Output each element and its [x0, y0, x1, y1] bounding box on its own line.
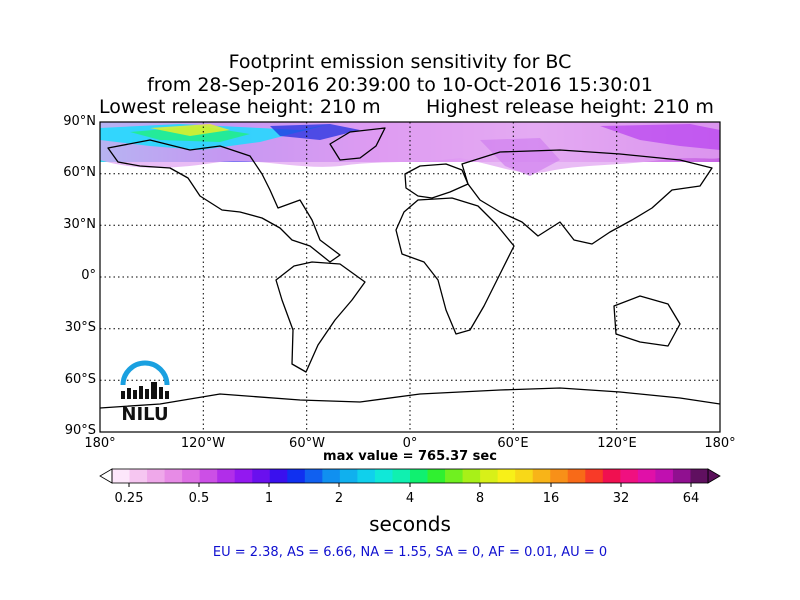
plume-east-purple	[600, 124, 720, 150]
colorbar-tick-6: 16	[542, 491, 560, 506]
map-background	[100, 122, 720, 432]
colorbar-tick-8: 64	[682, 491, 700, 506]
map-frame	[99, 121, 721, 433]
colorbar-swatch	[269, 469, 288, 483]
colorbar-swatch	[199, 469, 218, 483]
colorbar-swatch	[602, 469, 621, 483]
nilu-logo: NILU	[120, 360, 170, 424]
colorbar-swatch	[217, 469, 236, 483]
lat-label-30s: 30°S	[64, 320, 96, 335]
coastlines	[100, 127, 720, 409]
colorbar-swatch	[445, 469, 463, 483]
lat-label-90n: 90°N	[63, 114, 96, 129]
colorbar-swatch	[374, 469, 393, 483]
lon-label-60w: 60°W	[289, 436, 325, 451]
colorbar-swatch	[339, 469, 358, 483]
colorbar-swatch	[129, 469, 148, 483]
colorbar-max-extension	[707, 468, 721, 484]
lon-label-180w: 180°	[84, 436, 116, 451]
colorbar	[99, 468, 721, 487]
antarctica-outline	[100, 387, 720, 409]
colorbar-ticks	[128, 483, 692, 487]
australia-outline	[613, 295, 681, 347]
emission-sensitivity-plume	[100, 122, 720, 176]
colorbar-swatch	[427, 469, 446, 483]
logo-text: NILU	[121, 404, 168, 424]
colorbar-tick-5: 8	[475, 491, 485, 506]
lon-label-120w: 120°W	[180, 436, 226, 451]
plume-blue-core	[270, 124, 360, 140]
colorbar-swatch	[322, 469, 341, 483]
plot-title-line-1: Footprint emission sensitivity for BC	[228, 51, 572, 73]
plume-siberia-tongue	[480, 138, 560, 176]
colorbar-tick-4: 4	[405, 491, 415, 506]
africa-outline	[395, 197, 515, 335]
colorbar-swatch	[550, 469, 569, 483]
lat-label-equator: 0°	[81, 268, 96, 283]
colorbar-swatch	[410, 469, 428, 483]
europe-outline	[404, 163, 469, 199]
colorbar-swatch	[252, 469, 271, 483]
colorbar-swatch	[112, 469, 130, 483]
colorbar-swatch	[287, 469, 306, 483]
colorbar-swatch	[234, 469, 253, 483]
lowest-release-height: Lowest release height: 210 m	[99, 96, 381, 118]
lat-label-60s: 60°S	[64, 372, 96, 387]
logo-arc	[120, 360, 170, 386]
colorbar-swatch	[637, 469, 656, 483]
highest-release-height: Highest release height: 210 m	[426, 96, 714, 118]
colorbar-swatch	[532, 469, 551, 483]
north-america-outline	[107, 139, 341, 263]
colorbar-unit-label: seconds	[369, 512, 451, 536]
colorbar-swatch	[147, 469, 165, 483]
lon-label-60e: 60°E	[497, 436, 529, 451]
colorbar-swatch	[515, 469, 534, 483]
colorbar-swatch	[655, 469, 674, 483]
region-statistics: EU = 2.38, AS = 6.66, NA = 1.55, SA = 0,…	[212, 545, 608, 560]
plume-yellow-core	[150, 124, 230, 136]
colorbar-swatch	[480, 469, 499, 483]
colorbar-swatch	[620, 469, 639, 483]
colorbar-swatch	[182, 469, 201, 483]
colorbar-tick-3: 2	[334, 491, 344, 506]
colorbar-swatch	[357, 469, 376, 483]
south-america-outline	[275, 261, 366, 373]
colorbar-swatch	[164, 469, 183, 483]
colorbar-swatch	[567, 469, 586, 483]
lat-label-60n: 60°N	[63, 165, 96, 180]
colorbar-tick-7: 32	[612, 491, 630, 506]
colorbar-swatch	[585, 469, 604, 483]
lat-label-30n: 30°N	[63, 217, 96, 232]
colorbar-tick-1: 0.5	[188, 491, 210, 506]
colorbar-swatch	[304, 469, 323, 483]
greenland-outline	[329, 127, 386, 161]
colorbar-swatch	[672, 469, 691, 483]
max-value-label: max value = 765.37 sec	[323, 449, 497, 464]
colorbar-tick-0: 0.25	[114, 491, 144, 506]
lat-label-90s: 90°S	[64, 423, 96, 438]
lon-label-0: 0°	[402, 436, 418, 451]
lon-label-120e: 120°E	[597, 436, 637, 451]
plot-title-line-2: from 28-Sep-2016 20:39:00 to 10-Oct-2016…	[147, 74, 653, 96]
colorbar-tick-2: 1	[264, 491, 274, 506]
colorbar-swatch	[462, 469, 481, 483]
colorbar-swatch	[690, 469, 709, 483]
colorbar-swatch	[497, 469, 516, 483]
colorbar-swatch	[392, 469, 411, 483]
colorbar-min-extension	[99, 468, 113, 484]
logo-skyline	[121, 382, 169, 399]
lon-label-180e: 180°	[704, 436, 736, 451]
asia-outline	[461, 149, 713, 245]
